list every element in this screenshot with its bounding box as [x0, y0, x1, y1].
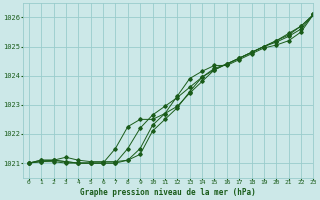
X-axis label: Graphe pression niveau de la mer (hPa): Graphe pression niveau de la mer (hPa): [80, 188, 256, 197]
